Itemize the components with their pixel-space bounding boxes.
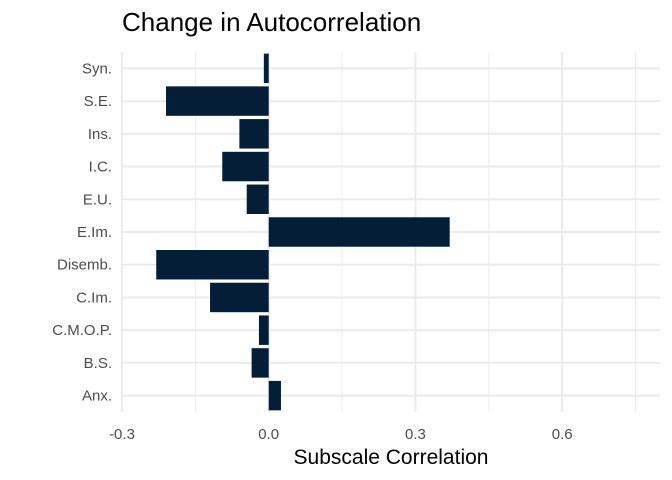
x-tick-label: -0.3 <box>109 426 135 443</box>
y-tick-label: S.E. <box>84 93 112 110</box>
x-axis-labels: -0.3 0.0 0.3 0.6 <box>109 426 573 443</box>
x-tick-label: 0.3 <box>405 426 426 443</box>
y-tick-label: B.S. <box>84 355 112 372</box>
x-axis-title: Subscale Correlation <box>294 446 489 469</box>
x-tick-label: 0.0 <box>258 426 279 443</box>
y-tick-label: C.Im. <box>76 289 112 306</box>
bars <box>156 53 450 411</box>
bar <box>156 250 269 280</box>
bar <box>210 282 269 313</box>
bar <box>263 53 269 84</box>
bar <box>268 380 281 411</box>
y-tick-label: Ins. <box>88 126 112 143</box>
bar <box>268 217 450 247</box>
y-tick-label: Syn. <box>82 60 112 77</box>
y-tick-label: Disemb. <box>57 257 112 274</box>
y-axis-labels: Syn. S.E. Ins. I.C. E.U. E.Im. Disemb. C.Im. C.M… <box>52 60 112 404</box>
bar <box>258 315 269 345</box>
bar <box>246 184 269 214</box>
x-tick-label: 0.6 <box>552 426 573 443</box>
y-tick-label: E.Im. <box>77 224 112 241</box>
y-tick-label: I.C. <box>89 159 112 176</box>
y-tick-label: Anx. <box>82 388 112 405</box>
y-tick-label: E.U. <box>83 191 112 208</box>
bar <box>239 119 269 149</box>
bar <box>222 151 269 182</box>
bar <box>251 348 269 378</box>
chart-title: Change in Autocorrelation <box>122 7 421 37</box>
bar <box>166 86 269 116</box>
y-tick-label: C.M.O.P. <box>52 322 112 339</box>
